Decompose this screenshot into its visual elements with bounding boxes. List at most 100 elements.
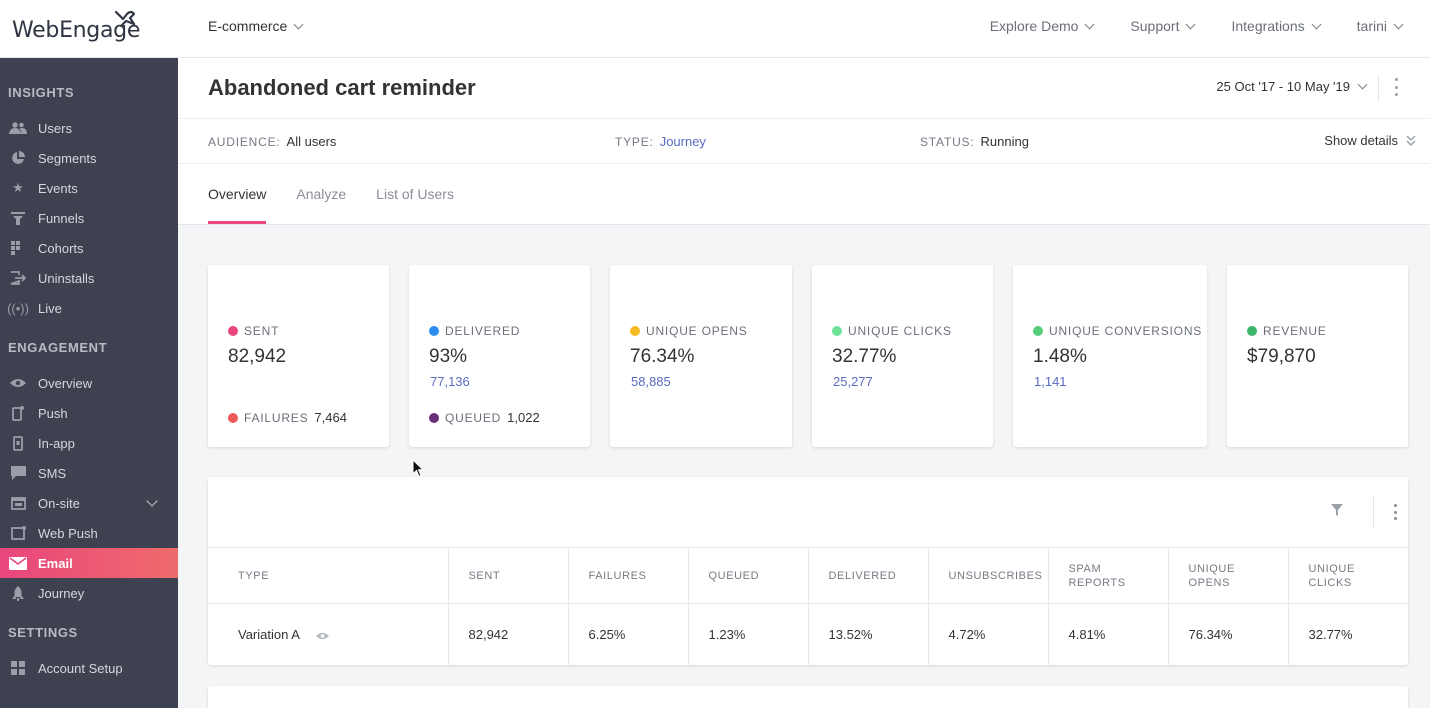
type-link[interactable]: Journey xyxy=(659,134,706,149)
table-toolbar xyxy=(1318,495,1408,529)
page-title: Abandoned cart reminder xyxy=(208,75,476,100)
stat-value: 82,942 xyxy=(228,346,287,367)
eye-icon[interactable] xyxy=(316,632,329,640)
mouse-cursor-icon xyxy=(412,459,424,478)
divider xyxy=(1378,76,1379,102)
grid-icon xyxy=(8,240,28,256)
table-cell: 82,942 xyxy=(447,603,568,666)
project-switcher[interactable]: E-commerce xyxy=(208,18,304,34)
table-header-row: TYPE SENT FAILURES QUEUED DELIVERED UNSU… xyxy=(208,547,1408,604)
sidebar-item-email[interactable]: Email xyxy=(0,548,178,578)
stat-value: 93% xyxy=(429,346,468,367)
topnav-label: Explore Demo xyxy=(989,18,1079,34)
column-header-queued[interactable]: QUEUED xyxy=(687,547,808,604)
table-cell-type: Variation A xyxy=(208,604,448,666)
sidebar-item-label: Account Setup xyxy=(38,660,123,676)
broadcast-icon: ((•)) xyxy=(7,300,29,316)
status-dot xyxy=(228,412,238,423)
table-cell: 6.25% xyxy=(567,603,688,666)
footer-label: FAILURES xyxy=(244,410,309,425)
column-header-unsubscribes[interactable]: UNSUBSCRIBES xyxy=(927,547,1048,604)
chevron-down-icon xyxy=(293,19,304,29)
table-cell: 4.72% xyxy=(927,603,1048,666)
more-options-icon[interactable] xyxy=(1391,504,1399,520)
main-content: SENT 82,942 FAILURES 7,464 DELIVERED 93% … xyxy=(179,225,1430,708)
show-details-toggle[interactable]: Show details xyxy=(1324,133,1416,148)
status-dot xyxy=(832,326,842,336)
column-header-unique-opens[interactable]: UNIQUE OPENS xyxy=(1167,547,1288,604)
exit-icon xyxy=(8,270,28,286)
support-menu[interactable]: Support xyxy=(1130,18,1196,34)
sidebar-item-label: Uninstalls xyxy=(38,270,95,286)
tab-overview[interactable]: Overview xyxy=(208,186,267,224)
column-header-failures[interactable]: FAILURES xyxy=(567,547,688,604)
variations-table: TYPE SENT FAILURES QUEUED DELIVERED UNSU… xyxy=(208,547,1408,666)
sidebar-item-account-setup[interactable]: Account Setup xyxy=(0,653,178,683)
type-meta: TYPE: Journey xyxy=(615,134,706,150)
sidebar-item-label: Web Push xyxy=(38,525,98,541)
more-options-icon[interactable] xyxy=(1392,78,1400,96)
stat-card-delivered: DELIVERED 93% 77,136 QUEUED 1,022 xyxy=(409,265,590,447)
topnav-label: Integrations xyxy=(1231,18,1305,34)
integrations-menu[interactable]: Integrations xyxy=(1231,18,1322,34)
mobile-icon xyxy=(8,435,28,451)
campaign-meta: AUDIENCE: All users TYPE: Journey STATUS… xyxy=(178,118,1430,164)
sidebar-item-users[interactable]: Users xyxy=(0,113,178,143)
sidebar-item-overview[interactable]: Overview xyxy=(0,368,178,398)
rocket-icon xyxy=(8,585,28,601)
stat-card-revenue: REVENUE $79,870 xyxy=(1227,265,1408,447)
column-header-spam-reports[interactable]: SPAM REPORTS xyxy=(1047,547,1168,604)
sidebar-item-web-push[interactable]: Web Push xyxy=(0,518,178,548)
user-menu[interactable]: tarini xyxy=(1356,18,1404,34)
username: tarini xyxy=(1356,18,1387,34)
footer-value: 1,022 xyxy=(507,410,540,425)
sidebar-item-in-app[interactable]: In-app xyxy=(0,428,178,458)
footer-label: QUEUED xyxy=(445,410,502,425)
sidebar-section-settings: SETTINGS xyxy=(8,625,78,640)
sidebar-item-events[interactable]: ★ Events xyxy=(0,173,178,203)
tab-list-of-users[interactable]: List of Users xyxy=(376,186,454,202)
logo-text: WebEngage xyxy=(12,18,141,43)
stat-label-text: DELIVERED xyxy=(445,324,521,338)
stat-label: UNIQUE CLICKS xyxy=(832,324,952,338)
variation-name: Variation A xyxy=(238,627,300,643)
chevron-down-icon[interactable] xyxy=(146,495,158,507)
project-name: E-commerce xyxy=(208,18,288,34)
column-header-delivered[interactable]: DELIVERED xyxy=(807,547,928,604)
settings-grid-icon xyxy=(8,660,28,676)
sidebar-item-funnels[interactable]: Funnels xyxy=(0,203,178,233)
column-header-sent[interactable]: SENT xyxy=(447,547,568,604)
filter-icon[interactable] xyxy=(1331,504,1343,516)
stat-sub-value: 58,885 xyxy=(631,374,671,389)
window-icon xyxy=(8,495,28,511)
sidebar-item-label: Events xyxy=(38,180,78,196)
top-nav: Explore Demo Support Integrations tarini xyxy=(989,18,1404,34)
webengage-logo[interactable]: WebEngage xyxy=(12,10,140,44)
stat-label-text: SENT xyxy=(244,324,280,338)
sidebar-item-journey[interactable]: Journey xyxy=(0,578,178,608)
next-panel-card xyxy=(208,686,1408,708)
date-range-picker[interactable]: 25 Oct '17 - 10 May '19 xyxy=(1216,79,1368,94)
sidebar-item-push[interactable]: Push xyxy=(0,398,178,428)
sidebar-item-segments[interactable]: Segments xyxy=(0,143,178,173)
status-dot xyxy=(228,326,238,336)
explore-demo-menu[interactable]: Explore Demo xyxy=(989,18,1095,34)
sidebar-item-sms[interactable]: SMS xyxy=(0,458,178,488)
chevron-down-icon xyxy=(1186,19,1196,29)
sidebar-item-live[interactable]: ((•)) Live xyxy=(0,293,178,323)
chevron-down-icon xyxy=(1084,19,1095,29)
sidebar-item-label: In-app xyxy=(38,435,75,451)
column-header-unique-clicks[interactable]: UNIQUE CLICKS xyxy=(1287,547,1408,604)
stat-card-unique-opens: UNIQUE OPENS 76.34% 58,885 xyxy=(610,265,792,447)
status-dot xyxy=(1033,326,1043,336)
sidebar-item-cohorts[interactable]: Cohorts xyxy=(0,233,178,263)
stat-label-text: UNIQUE OPENS xyxy=(646,324,748,338)
column-header-type[interactable]: TYPE xyxy=(208,547,448,604)
stat-label: UNIQUE OPENS xyxy=(630,324,748,338)
stat-footer: FAILURES 7,464 xyxy=(228,410,347,425)
status-meta: STATUS: Running xyxy=(920,134,1029,150)
tab-analyze[interactable]: Analyze xyxy=(296,186,347,202)
table-cell: 1.23% xyxy=(687,603,808,666)
sidebar-item-on-site[interactable]: On-site xyxy=(0,488,178,518)
sidebar-item-uninstalls[interactable]: Uninstalls xyxy=(0,263,178,293)
